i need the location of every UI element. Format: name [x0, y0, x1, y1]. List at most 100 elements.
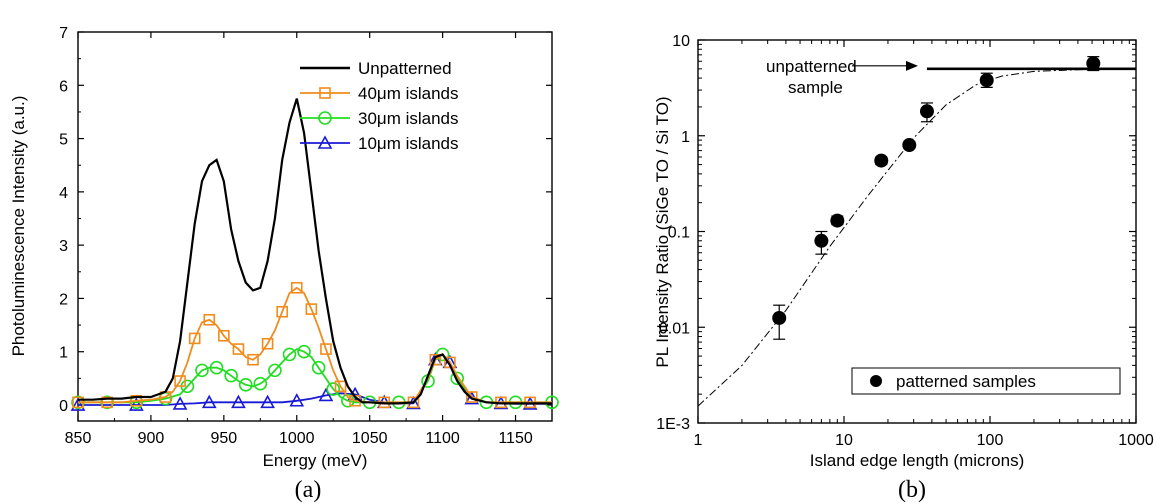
- a-data-point: [297, 344, 311, 359]
- b-series: unpatterned sample: [697, 56, 1137, 407]
- a-data-point: [172, 396, 188, 410]
- a-legend-label: Unpatterned: [358, 59, 452, 78]
- a-xtick-label: 1100: [425, 430, 460, 447]
- b-annotation-line2: sample: [788, 78, 843, 97]
- a-legend-marker: [318, 111, 332, 125]
- b-ytick-label: 10: [672, 33, 690, 50]
- a-data-point: [70, 397, 86, 411]
- b-fit-curve: [697, 68, 1137, 407]
- a-series-line: [78, 98, 552, 405]
- b-data-point: [874, 153, 889, 168]
- a-xtick-label: 1050: [352, 430, 388, 447]
- a-ytick-label: 4: [59, 185, 68, 202]
- b-data-point: [919, 104, 934, 119]
- a-xtick-label: 850: [65, 430, 92, 447]
- a-data-point: [289, 393, 305, 407]
- a-data-point: [174, 375, 186, 387]
- a-data-point: [311, 360, 326, 375]
- b-ylabel: PL Intensity Ratio (SiGe TO / Si TO): [653, 96, 672, 367]
- a-data-point: [218, 329, 230, 342]
- a-legend-label: 10μm islands: [358, 134, 459, 153]
- a-data-point: [260, 394, 275, 409]
- a-data-point: [261, 337, 274, 350]
- a-data-point: [72, 396, 84, 409]
- panel-a: 850 900 950 1000 1050 1100 1150 0 1 2 3 4 5 6 7 Unpatt…: [9, 25, 559, 503]
- a-caption: (a): [295, 477, 322, 503]
- a-ytick-label: 1: [59, 345, 68, 362]
- a-series-line: [78, 348, 552, 404]
- a-xtick-label: 900: [138, 430, 165, 447]
- b-xtick-label: 10: [835, 432, 853, 449]
- a-data-point: [429, 353, 442, 366]
- a-ytick-label: 5: [59, 132, 68, 149]
- a-data-point: [268, 363, 282, 378]
- a-series-line: [78, 286, 552, 404]
- a-legend-label: 40μm islands: [358, 84, 459, 103]
- b-data-point: [979, 73, 994, 88]
- a-data-point: [450, 371, 465, 386]
- b-ytick-label: 1: [681, 129, 690, 146]
- a-data-point: [305, 303, 318, 315]
- a-data-point: [290, 281, 303, 294]
- a-data-point: [465, 391, 478, 403]
- a-xtick-label: 1000: [279, 430, 315, 447]
- a-xtick-label: 950: [210, 430, 237, 447]
- a-ylabel: Photoluminescence Intensity (a.u.): [9, 96, 28, 357]
- b-legend: patterned samples: [851, 367, 1121, 395]
- a-legend-label: 30μm islands: [358, 109, 459, 128]
- b-arrow-head: [906, 60, 918, 71]
- b-data-point: [772, 310, 787, 325]
- a-data-point: [282, 347, 297, 362]
- a-data-point: [326, 382, 341, 396]
- b-ticks: 1 10 100 1000 1E-3 0.01 0.1 1 10: [656, 33, 1154, 449]
- a-data-point: [209, 360, 224, 375]
- a-data-point: [232, 343, 245, 355]
- a-data-point: [247, 353, 259, 366]
- plot-area-b: [697, 39, 1137, 424]
- b-data-point: [902, 138, 917, 153]
- a-ytick-label: 3: [59, 238, 68, 255]
- a-data-point: [130, 394, 143, 407]
- a-data-point: [238, 377, 253, 392]
- a-data-point: [231, 394, 246, 409]
- a-data-point: [334, 380, 347, 393]
- a-ytick-label: 7: [59, 25, 68, 42]
- a-ytick-label: 6: [59, 78, 68, 95]
- b-legend-box: [851, 367, 1121, 395]
- a-xlabel: Energy (meV): [263, 451, 368, 470]
- a-legend-marker: [317, 135, 333, 149]
- a-data-point: [203, 313, 216, 326]
- a-legend: Unpatterned 40μm islands 30μm islands 10μm …: [300, 59, 459, 153]
- a-ticks: 850 900 950 1000 1050 1100 1150 0 1 2 3 4 5 6 7: [59, 25, 552, 447]
- b-data-point: [814, 233, 829, 248]
- a-xtick-label: 1150: [498, 430, 533, 447]
- b-ytick-label: 1E-3: [656, 416, 690, 433]
- b-xtick-label: 1000: [1118, 432, 1154, 449]
- a-ytick-label: 2: [59, 291, 68, 308]
- a-legend-marker: [319, 87, 331, 99]
- a-data-point: [188, 332, 201, 345]
- b-xtick-label: 1: [694, 432, 703, 449]
- a-data-point: [318, 387, 334, 402]
- b-legend-label: patterned samples: [896, 372, 1036, 391]
- a-data-point: [224, 368, 238, 383]
- b-caption: (b): [898, 477, 926, 503]
- b-legend-marker: [870, 375, 882, 387]
- plot-area-a: [77, 31, 553, 422]
- a-data-point: [320, 343, 332, 355]
- b-xlabel: Island edge length (microns): [810, 451, 1025, 470]
- a-data-point: [128, 397, 144, 411]
- b-ytick-label: 0.1: [668, 225, 690, 242]
- b-ytick-label: 0.01: [659, 320, 690, 337]
- a-series: [70, 98, 559, 411]
- b-xtick-label: 100: [977, 432, 1004, 449]
- panel-b: 1 10 100 1000 1E-3 0.01 0.1 1 10 unpatterned samp…: [653, 33, 1154, 503]
- b-data-point: [1086, 56, 1101, 71]
- a-data-point: [253, 376, 268, 391]
- a-ytick-label: 0: [59, 398, 68, 415]
- b-data-point: [830, 213, 845, 228]
- a-data-point: [276, 305, 288, 318]
- a-data-point: [201, 394, 217, 409]
- a-data-point: [195, 363, 209, 378]
